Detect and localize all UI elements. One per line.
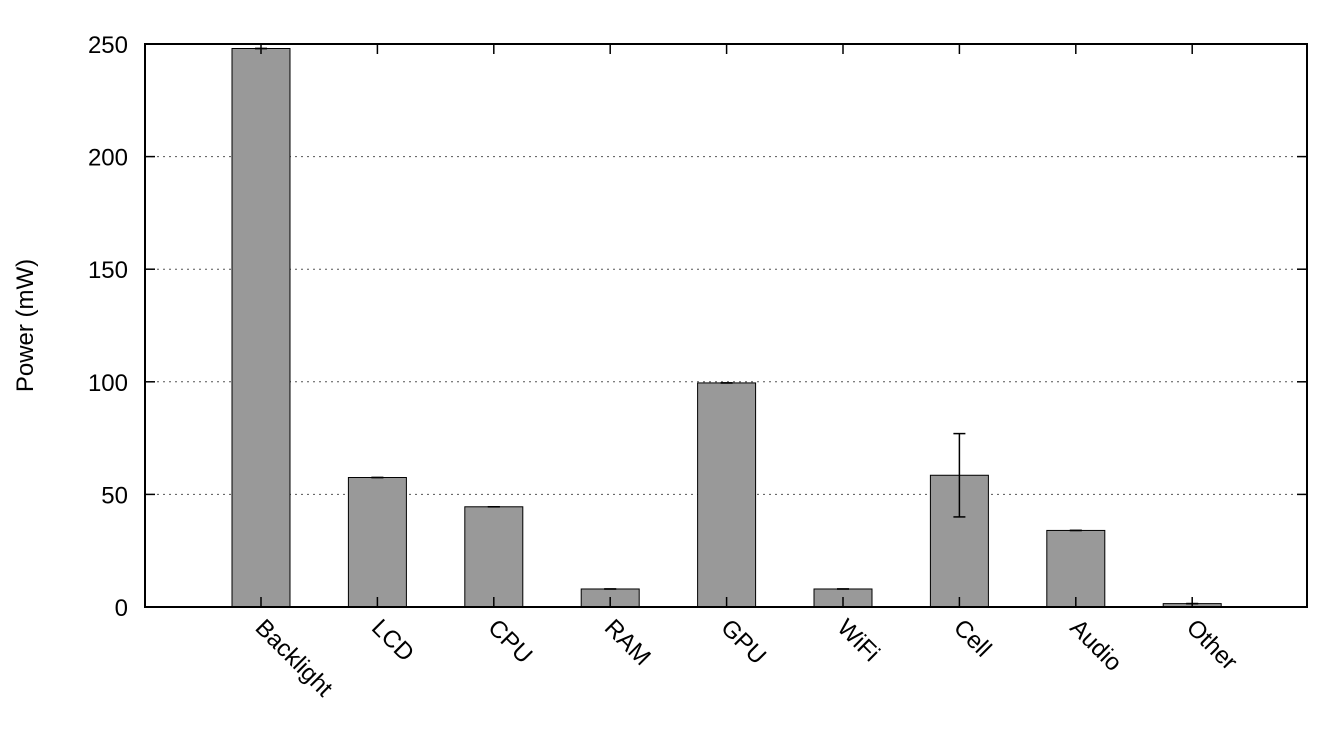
y-axis-title: Power (mW): [12, 259, 39, 392]
x-tick-label: RAM: [599, 614, 656, 671]
x-tick-label: GPU: [715, 614, 771, 670]
bar: [347, 477, 407, 608]
bar: [231, 48, 291, 608]
y-tick-label: 50: [101, 482, 128, 509]
x-tick-label: Cell: [948, 614, 996, 662]
x-tick-label: Audio: [1065, 614, 1128, 677]
x-tick-label: Backlight: [250, 614, 338, 702]
x-tick-label: Other: [1181, 614, 1243, 676]
bar: [464, 506, 524, 608]
y-tick-label: 200: [88, 145, 128, 172]
bars: [231, 48, 1222, 608]
y-tick-label: 100: [88, 370, 128, 397]
y-tick-label: 0: [115, 595, 128, 622]
y-tick-label: 250: [88, 32, 128, 59]
x-tick-label: CPU: [483, 614, 538, 669]
bar: [697, 382, 757, 608]
x-tick-label: LCD: [366, 614, 419, 667]
bar: [1046, 529, 1106, 608]
y-axis-ticks: 0 50 100 150 200 250: [88, 32, 1307, 622]
y-tick-label: 150: [88, 257, 128, 284]
x-tick-label: WiFi: [832, 614, 885, 667]
gridlines: [145, 156, 1307, 495]
